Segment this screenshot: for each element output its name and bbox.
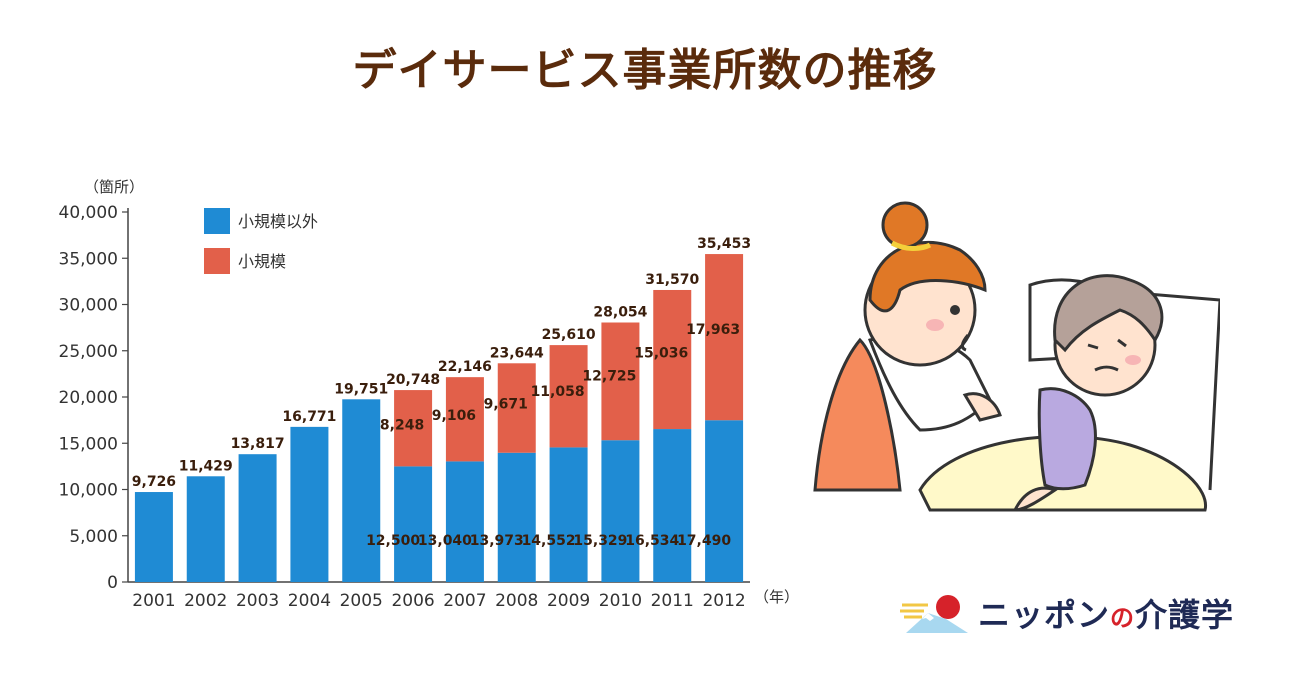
bar-non-small-scale	[705, 420, 744, 582]
x-tick-label: 2007	[443, 591, 486, 611]
segment-value-label: 9,106	[432, 408, 476, 424]
legend-swatch	[204, 248, 230, 274]
mount-fuji-icon	[900, 595, 968, 633]
bar-non-small-scale	[134, 492, 173, 582]
y-tick-label: 20,000	[59, 388, 118, 408]
total-value-label: 23,644	[490, 345, 544, 361]
bar-non-small-scale	[653, 429, 692, 582]
total-value-label: 11,429	[179, 458, 233, 474]
segment-value-label: 11,058	[531, 384, 585, 400]
x-tick-label: 2009	[547, 591, 590, 611]
total-value-label: 9,726	[132, 474, 176, 490]
total-value-label: 28,054	[593, 305, 647, 321]
legend-label: 小規模以外	[238, 212, 318, 231]
total-value-label: 19,751	[334, 381, 388, 397]
total-value-label: 25,610	[542, 327, 596, 343]
bar-non-small-scale	[290, 426, 329, 582]
y-tick-label: 5,000	[69, 527, 118, 547]
page-title: デイサービス事業所数の推移	[352, 45, 938, 96]
x-tick-label: 2005	[340, 591, 383, 611]
y-tick-label: 10,000	[59, 481, 118, 501]
x-tick-label: 2012	[702, 591, 745, 611]
bar-small-scale	[549, 345, 588, 448]
caregiver-illustration	[813, 201, 1220, 512]
bar-non-small-scale	[445, 461, 484, 582]
x-tick-label: 2010	[599, 591, 642, 611]
segment-value-label: 9,671	[484, 397, 528, 413]
segment-value-label: 13,040	[418, 533, 472, 549]
bar-non-small-scale	[238, 454, 277, 582]
segment-value-label: 17,490	[677, 533, 731, 549]
segment-value-label: 14,552	[522, 533, 576, 549]
bar-non-small-scale	[394, 466, 433, 582]
chart-axes: 0 5,000 10,000 15,000 20,000 25,000 30,000 35,0…	[59, 178, 800, 611]
x-tick-label: 2003	[236, 591, 279, 611]
segment-value-label: 13,973	[470, 533, 524, 549]
x-tick-label: 2008	[495, 591, 538, 611]
bar-non-small-scale	[342, 399, 381, 582]
bar-non-small-scale	[497, 452, 536, 582]
bar-non-small-scale	[601, 440, 640, 582]
brand-logo: ニッポンの介護学	[898, 588, 1234, 638]
x-tick-label: 2004	[288, 591, 331, 611]
bar-chart: 0 5,000 10,000 15,000 20,000 25,000 30,000 35,0…	[59, 178, 800, 611]
y-tick-label: 35,000	[59, 249, 118, 269]
total-value-label: 20,748	[386, 372, 440, 388]
total-value-label: 22,146	[438, 359, 492, 375]
y-axis-unit: （箇所）	[84, 178, 144, 196]
segment-value-label: 12,725	[582, 368, 636, 384]
y-tick-label: 40,000	[59, 203, 118, 223]
bar-small-scale	[653, 289, 692, 430]
bar-non-small-scale	[549, 447, 588, 582]
total-value-label: 13,817	[231, 436, 285, 452]
segment-value-label: 15,329	[573, 533, 627, 549]
segment-value-label: 12,500	[366, 533, 420, 549]
total-value-label: 16,771	[282, 409, 336, 425]
bar-small-scale	[445, 377, 484, 462]
bar-small-scale	[705, 254, 744, 421]
legend-swatch	[204, 208, 230, 234]
total-value-label: 31,570	[645, 272, 699, 288]
bar-small-scale	[497, 363, 536, 453]
x-tick-label: 2002	[184, 591, 227, 611]
legend-label: 小規模	[238, 252, 286, 271]
segment-value-label: 16,534	[625, 533, 679, 549]
x-tick-label: 2001	[132, 591, 175, 611]
y-tick-label: 0	[107, 573, 118, 593]
segment-value-label: 17,963	[686, 322, 740, 338]
x-tick-label: 2011	[651, 591, 694, 611]
bar-non-small-scale	[186, 476, 225, 582]
x-tick-label: 2006	[391, 591, 434, 611]
bar-small-scale	[601, 322, 640, 441]
brand-name: ニッポンの介護学	[978, 596, 1235, 634]
bar-small-scale	[394, 390, 433, 467]
segment-value-label: 15,036	[634, 346, 688, 362]
x-axis-unit: （年）	[754, 588, 799, 606]
y-tick-label: 25,000	[59, 342, 118, 362]
total-value-label: 35,453	[697, 236, 751, 252]
y-tick-label: 30,000	[59, 296, 118, 316]
segment-value-label: 8,248	[380, 417, 424, 433]
y-tick-label: 15,000	[59, 434, 118, 454]
chart-bars	[134, 254, 744, 582]
